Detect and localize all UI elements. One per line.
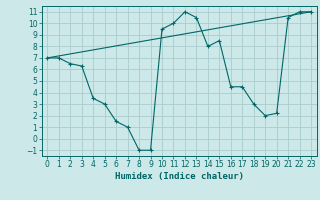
X-axis label: Humidex (Indice chaleur): Humidex (Indice chaleur) [115,172,244,181]
